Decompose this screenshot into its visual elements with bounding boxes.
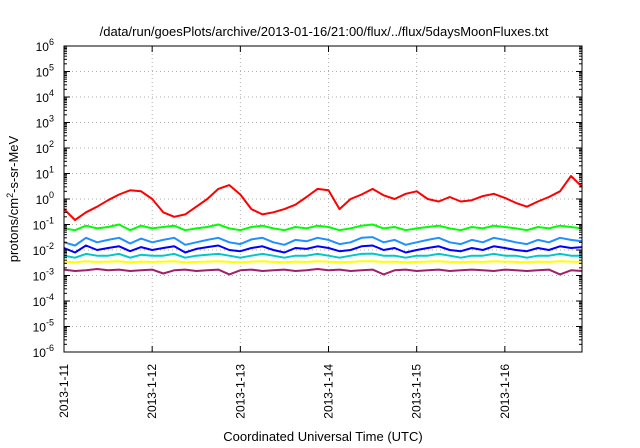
y-tick-exponent: 1 <box>49 165 54 175</box>
y-tick-exponent: -2 <box>46 241 54 251</box>
y-tick-exponent: 2 <box>49 139 54 149</box>
y-tick-base: 10 <box>33 219 47 233</box>
series-line <box>63 252 582 259</box>
y-tick-label: 10-2 <box>33 241 54 258</box>
y-tick-label: 10-6 <box>33 343 54 360</box>
x-tick-label: 2013-1-14 <box>322 364 336 419</box>
y-tick-exponent: -4 <box>46 292 54 302</box>
y-tick-label: 10-1 <box>33 216 54 233</box>
y-tick-exponent: 0 <box>49 190 54 200</box>
y-tick-exponent: -1 <box>46 216 54 226</box>
x-tick-label: 2013-1-11 <box>57 364 71 418</box>
series-line <box>63 244 583 254</box>
series-line <box>63 260 583 264</box>
y-tick-label: 106 <box>36 37 54 54</box>
y-tick-base: 10 <box>36 40 50 54</box>
series-line <box>63 236 583 247</box>
y-tick-base: 10 <box>36 66 50 80</box>
y-axis-label-part: -s-sr-MeV <box>6 135 21 192</box>
y-tick-label: 104 <box>36 88 54 105</box>
y-tick-exponent: -5 <box>46 318 54 328</box>
y-tick-base: 10 <box>36 117 50 131</box>
y-tick-label: 100 <box>36 190 54 207</box>
y-tick-base: 10 <box>33 295 47 309</box>
chart-title: /data/run/goesPlots/archive/2013-01-16/2… <box>100 24 549 39</box>
x-tick-label: 2013-1-12 <box>145 364 159 419</box>
y-tick-base: 10 <box>33 244 47 258</box>
y-tick-base: 10 <box>36 142 50 156</box>
y-tick-label: 102 <box>36 139 54 156</box>
y-tick-base: 10 <box>36 91 50 105</box>
y-tick-exponent: 5 <box>49 63 54 73</box>
y-tick-base: 10 <box>36 168 50 182</box>
y-axis: 10-610-510-410-310-210-11001011021031041… <box>33 37 582 360</box>
series-line <box>63 223 583 232</box>
y-tick-base: 10 <box>33 270 47 284</box>
y-tick-base: 10 <box>36 193 50 207</box>
y-tick-label: 10-3 <box>33 267 54 284</box>
y-tick-label: 101 <box>36 165 54 182</box>
grid <box>64 46 582 352</box>
y-tick-exponent: -6 <box>46 343 54 353</box>
y-tick-label: 10-4 <box>33 292 54 309</box>
y-tick-label: 105 <box>36 63 54 80</box>
y-axis-label-superscript: 2 <box>5 193 15 198</box>
x-tick-label: 2013-1-15 <box>410 364 424 419</box>
y-tick-base: 10 <box>33 346 47 360</box>
x-axis: 2013-1-11 2013-1-12 2013-1-13 2013-1-14 2013… <box>57 46 512 419</box>
y-tick-base: 10 <box>33 321 47 335</box>
series-layer <box>63 175 583 276</box>
y-tick-label: 10-5 <box>33 318 54 335</box>
y-axis-label: protons/cm2-s-sr-MeV <box>5 135 21 262</box>
x-tick-label: 2013-1-13 <box>233 364 247 419</box>
y-tick-exponent: -3 <box>46 267 54 277</box>
x-axis-label: Coordinated Universal Time (UTC) <box>223 429 422 444</box>
y-tick-label: 103 <box>36 114 54 131</box>
y-axis-label-part: protons/cm <box>6 198 21 262</box>
x-tick-label: 2013-1-16 <box>498 364 512 419</box>
series-line <box>63 268 583 276</box>
y-tick-exponent: 4 <box>49 88 54 98</box>
series-line <box>63 175 583 221</box>
y-tick-exponent: 3 <box>49 114 54 124</box>
y-tick-exponent: 6 <box>49 37 54 47</box>
